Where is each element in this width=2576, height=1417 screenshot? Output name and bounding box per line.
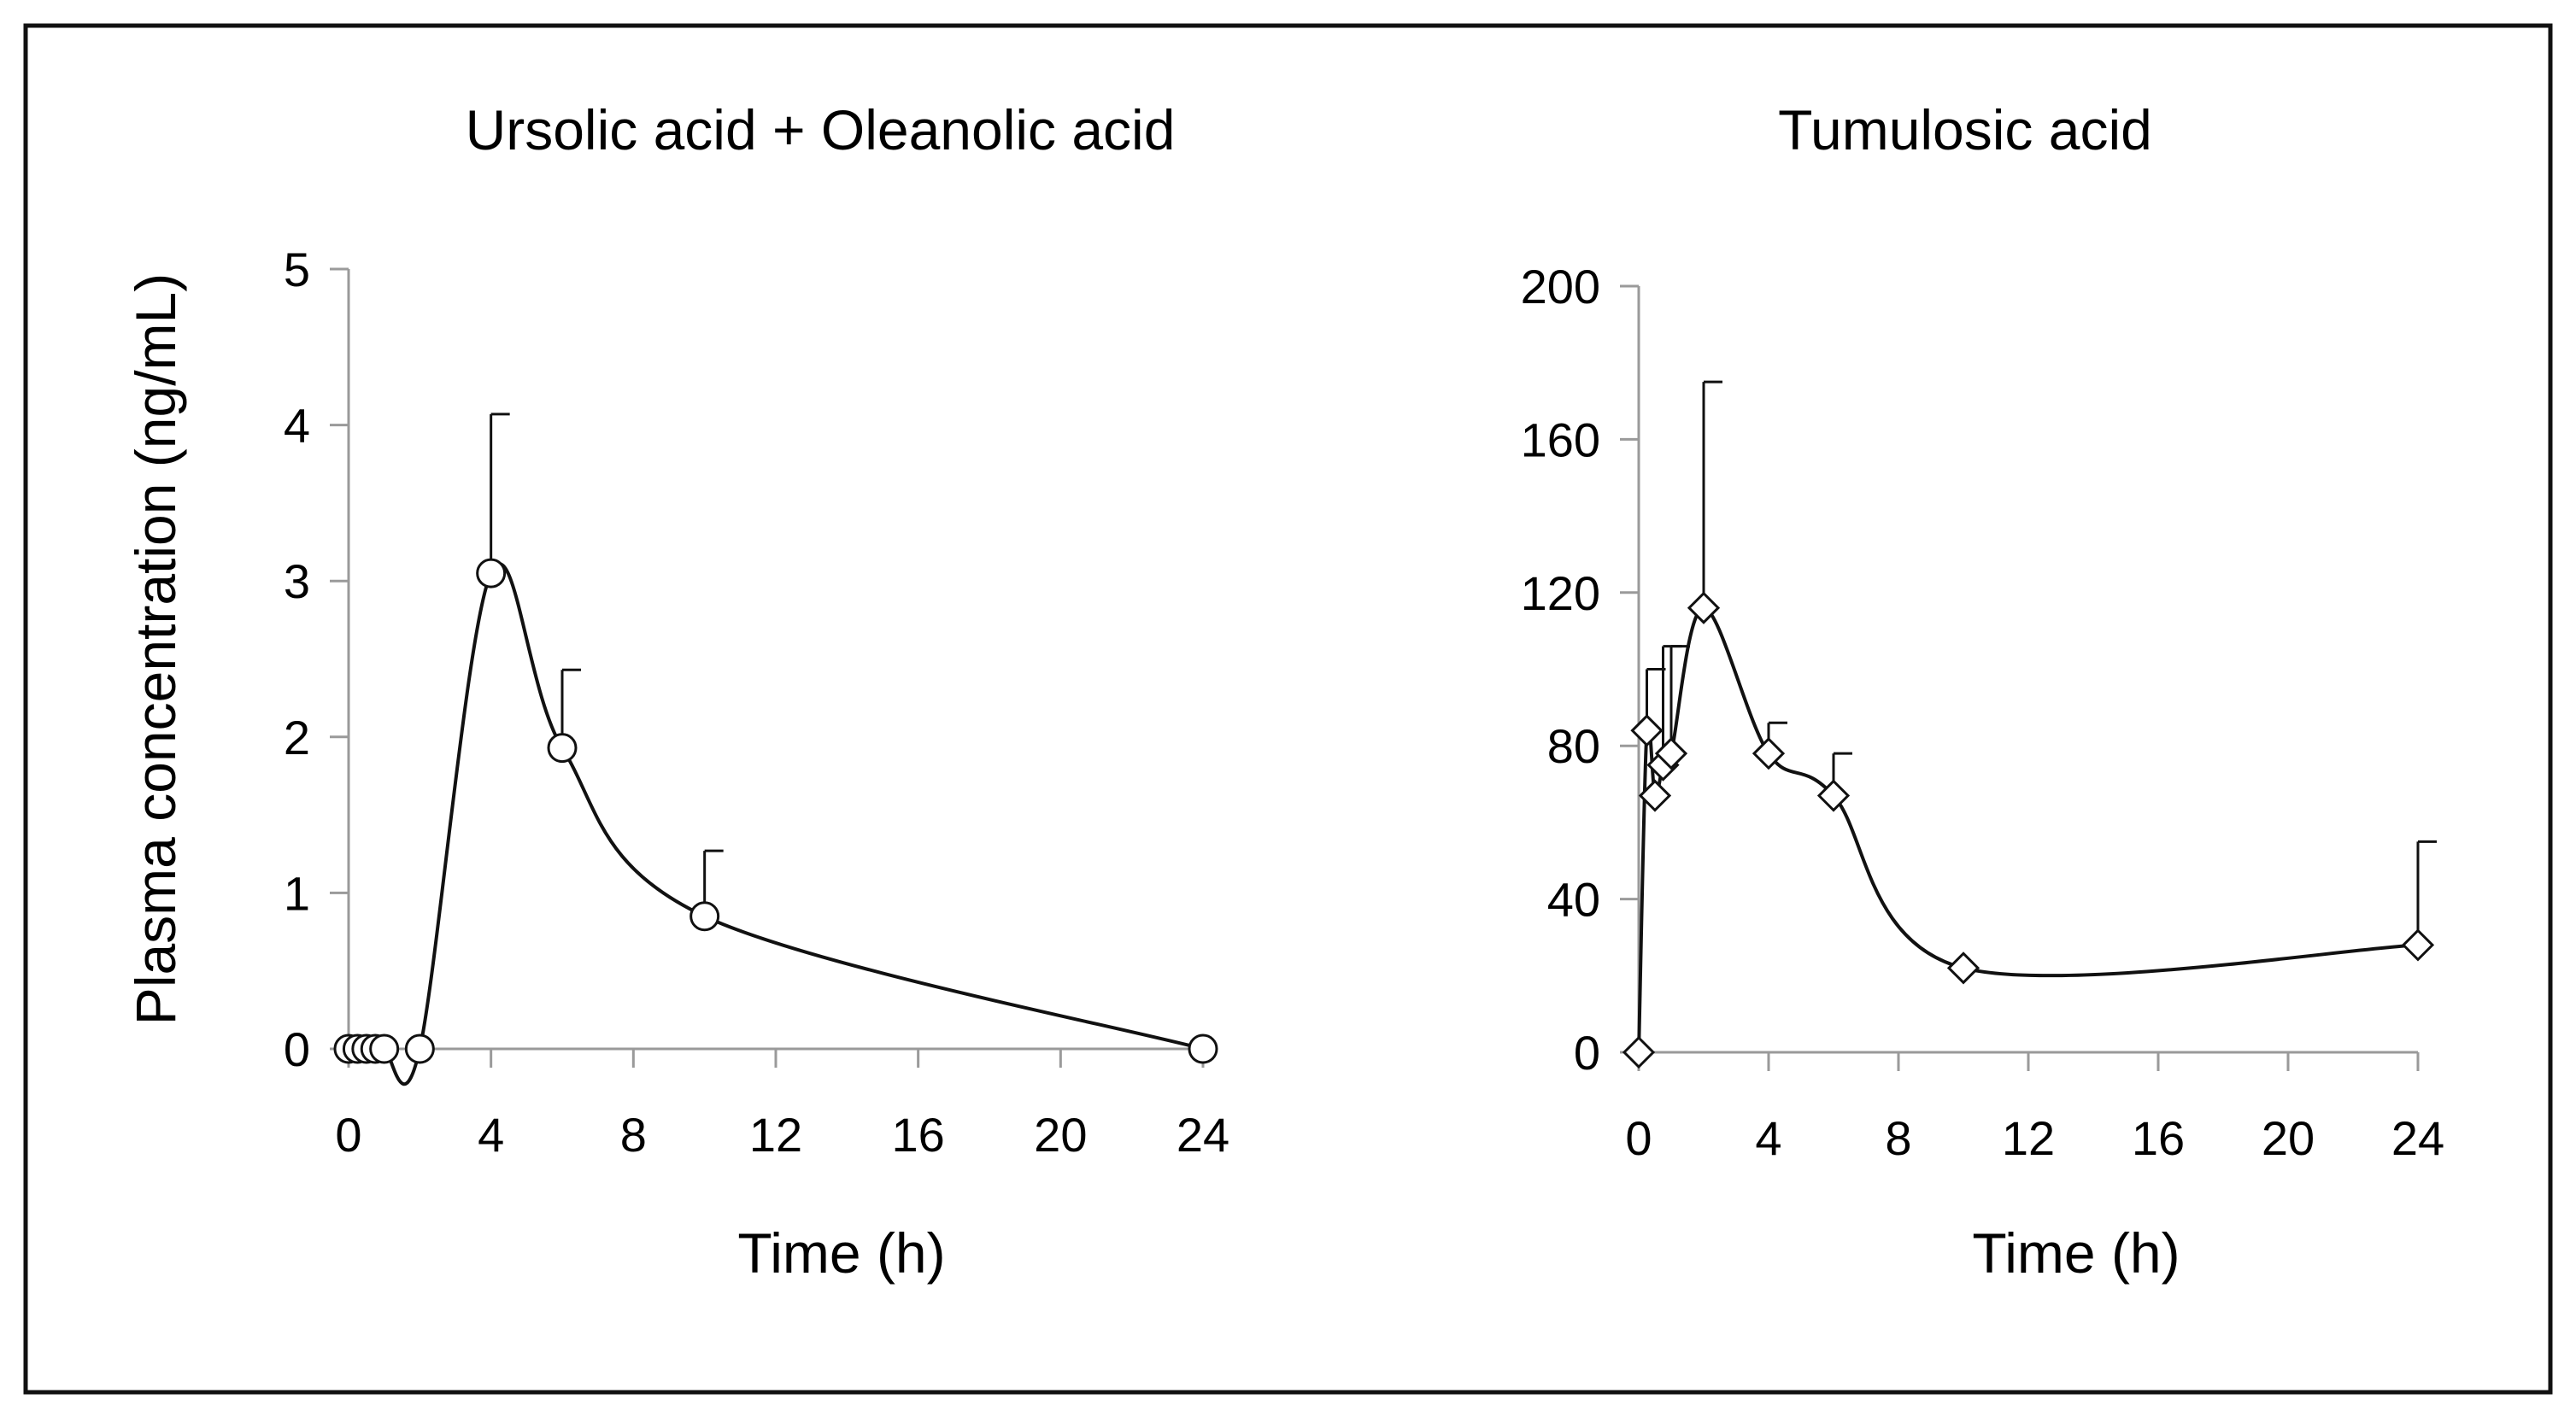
x-tick-label: 0: [335, 1108, 361, 1162]
x-tick-label: 8: [620, 1108, 647, 1162]
data-point: [1188, 1033, 1218, 1064]
y-tick-label: 0: [1574, 1026, 1600, 1080]
x-tick-label: 24: [2391, 1111, 2444, 1165]
chart-title: Ursolic acid + Oleanolic acid: [466, 98, 1176, 161]
chart-panel-ursolic-oleanolic: Ursolic acid + Oleanolic acid Plasma con…: [124, 98, 1229, 1285]
x-tick-label: 12: [749, 1108, 802, 1162]
data-point: [404, 1033, 435, 1064]
x-tick-label: 8: [1885, 1111, 1911, 1165]
data-point: [1654, 737, 1688, 770]
y-tick-label: 160: [1521, 413, 1600, 466]
x-tick-label: 20: [1034, 1108, 1087, 1162]
data-point: [2401, 928, 2435, 962]
data-point: [1638, 779, 1672, 812]
x-tick-label: 16: [2132, 1111, 2185, 1165]
data-point: [1816, 779, 1851, 812]
y-tick-label: 200: [1521, 260, 1600, 313]
data-point: [1946, 951, 1980, 985]
x-tick-label: 20: [2262, 1111, 2315, 1165]
axes: 0 40 80 120 160 200 0 4 8 12 16 20 24: [1521, 260, 2445, 1165]
markers: [333, 558, 1218, 1064]
y-tick-label: 80: [1547, 719, 1600, 773]
y-tick-label: 1: [284, 866, 310, 920]
data-point: [476, 558, 507, 588]
data-point: [689, 901, 720, 932]
markers: [1622, 591, 2435, 1069]
data-point: [1622, 1035, 1656, 1069]
data-point: [1752, 737, 1786, 770]
x-tick-label: 12: [2002, 1111, 2055, 1165]
x-tick-label: 24: [1177, 1108, 1229, 1162]
y-tick-label: 4: [284, 399, 310, 453]
figure-frame: [23, 23, 2553, 1395]
x-axis-label: Time (h): [1972, 1221, 2180, 1285]
error-bars: [1646, 380, 2437, 946]
x-axis-label: Time (h): [737, 1221, 945, 1285]
data-point: [1630, 714, 1664, 747]
x-tick-label: 16: [892, 1108, 945, 1162]
data-point: [369, 1033, 400, 1064]
data-point: [1687, 591, 1721, 624]
x-tick-label: 4: [478, 1108, 504, 1162]
y-tick-label: 3: [284, 554, 310, 608]
chart-title: Tumulosic acid: [1778, 98, 2152, 161]
x-tick-label: 4: [1755, 1111, 1781, 1165]
y-tick-label: 120: [1521, 566, 1600, 620]
y-tick-label: 0: [284, 1022, 310, 1076]
y-tick-label: 40: [1547, 873, 1600, 927]
y-tick-label: 2: [284, 711, 310, 764]
x-tick-label: 0: [1625, 1111, 1652, 1165]
y-tick-label: 5: [284, 243, 310, 296]
chart-panel-tumulosic: Tumulosic acid Time (h) 0 40 80 120 160 200 0 4…: [1521, 98, 2445, 1285]
data-point: [547, 733, 578, 764]
y-axis-label: Plasma concentration (ng/mL): [124, 273, 187, 1025]
